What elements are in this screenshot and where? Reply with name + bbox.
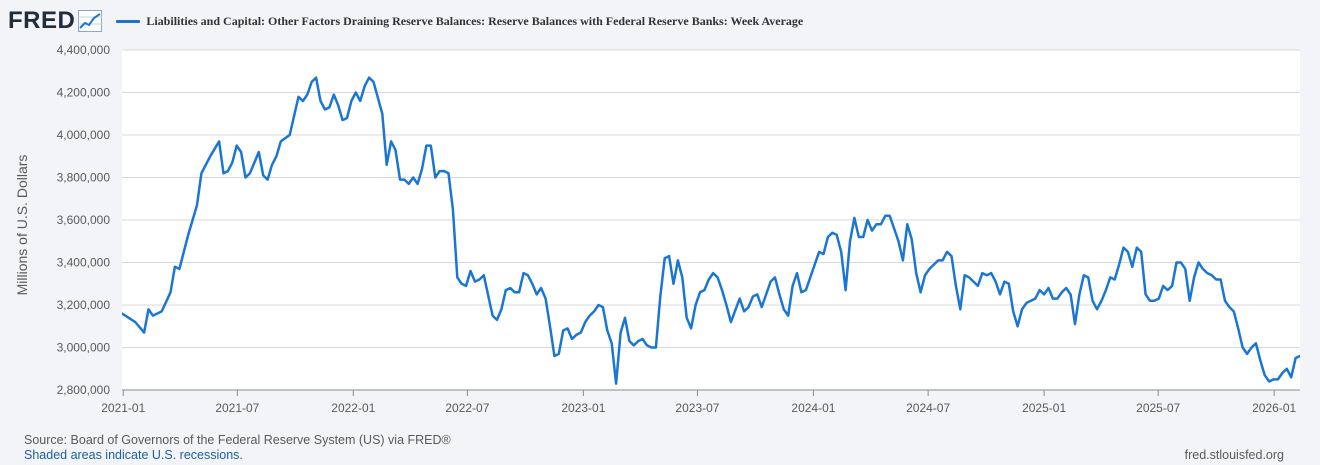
chart-header: FRED Liabilities and Capital: Other Fact…	[8, 6, 803, 36]
line-chart: 2,800,000 3,000,000 3,200,000 3,400,000 3,60…	[14, 43, 1300, 415]
x-tick-label: 2022-01	[331, 401, 375, 415]
legend-series-name: Liabilities and Capital: Other Factors D…	[146, 13, 804, 28]
x-tick-label: 2025-07	[1136, 401, 1180, 415]
series-line	[122, 76, 1300, 385]
x-tick-label: 2021-07	[215, 401, 259, 415]
y-tick-label: 3,800,000	[57, 171, 111, 185]
y-tick-label: 3,000,000	[57, 341, 111, 355]
site-link[interactable]: fred.stlouisfed.org	[1184, 448, 1284, 462]
source-note: Source: Board of Governors of the Federa…	[24, 433, 451, 447]
x-tick-label: 2024-07	[906, 401, 950, 415]
y-tick-label: 3,600,000	[57, 213, 111, 227]
x-tick-label: 2023-01	[561, 401, 605, 415]
x-tick-label: 2021-01	[101, 401, 145, 415]
x-tick-label: 2023-07	[675, 401, 719, 415]
trend-line-icon	[78, 10, 103, 32]
y-tick-label: 2,800,000	[57, 383, 111, 397]
x-tick-label: 2026-01	[1252, 401, 1296, 415]
y-tick-label: 3,400,000	[57, 256, 111, 270]
y-tick-label: 4,200,000	[57, 86, 111, 100]
x-tick-label: 2024-01	[791, 401, 835, 415]
y-tick-label: 4,400,000	[57, 43, 111, 57]
y-axis-title: Millions of U.S. Dollars	[14, 155, 30, 296]
y-tick-label: 3,200,000	[57, 298, 111, 312]
x-tick-label: 2022-07	[445, 401, 489, 415]
chart-footer: Source: Board of Governors of the Federa…	[24, 433, 451, 463]
chart-legend: Liabilities and Capital: Other Factors D…	[116, 14, 803, 29]
legend-swatch	[116, 19, 141, 23]
fred-logo-text: FRED	[8, 7, 76, 34]
fred-logo[interactable]: FRED	[8, 7, 103, 34]
x-tick-label: 2025-01	[1022, 401, 1066, 415]
recession-note: Shaded areas indicate U.S. recessions.	[24, 448, 243, 462]
y-tick-label: 4,000,000	[57, 128, 111, 142]
